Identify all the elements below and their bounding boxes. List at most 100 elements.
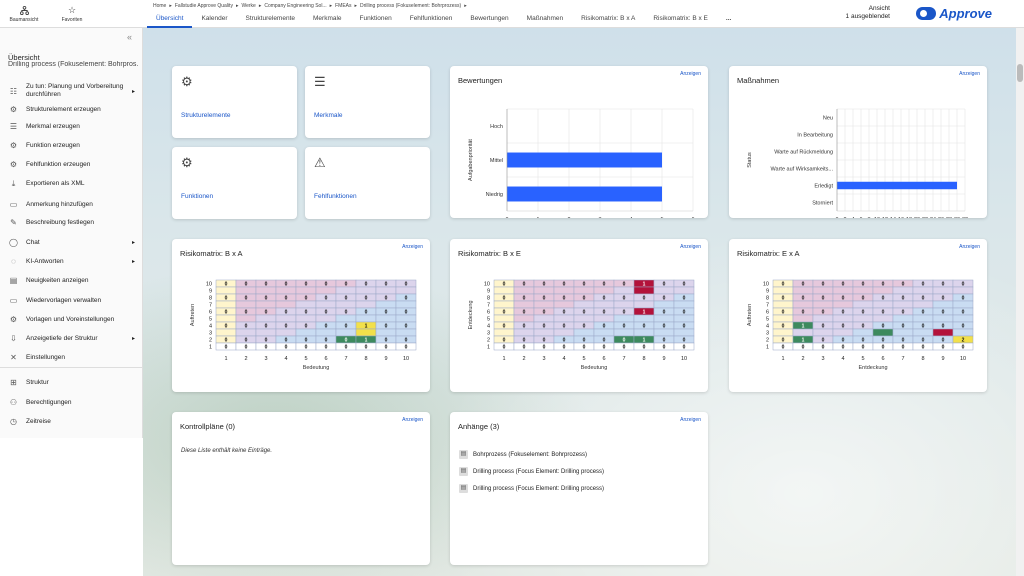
tree-view-button[interactable]: Baumansicht [0,0,48,28]
risikomatrix-show-link[interactable]: Anzeigen [680,244,701,250]
matrix-cell-value: 0 [345,337,348,343]
sidebar-item[interactable]: ⇩ Anzeigetiefe der Struktur ▸ [0,330,143,347]
matrix-cell-value: 0 [663,309,666,315]
anhaenge-show-link[interactable]: Anzeigen [680,417,701,423]
kontrollplaene-show-link[interactable]: Anzeigen [402,417,423,423]
tab-merkmale[interactable]: Merkmale [313,15,342,22]
matrix-cell-value: 0 [543,344,546,350]
sidebar-item[interactable]: ▭ Wiedervorlagen verwalten [0,292,143,309]
main-scrollbar[interactable] [1016,28,1024,576]
matrix-row-label: 3 [209,330,212,336]
breadcrumb-item[interactable]: Fallstudie Approve Quality [174,3,233,9]
matrix-cell-value: 0 [503,309,506,315]
breadcrumb-item[interactable]: Werke [241,3,256,9]
matrix-cell-value: 0 [942,323,945,329]
tile-strukturelemente[interactable]: ⚙ Strukturelemente [172,66,297,138]
sidebar-item[interactable]: ⤓ Exportieren als XML [0,175,143,192]
matrix-cell [275,314,297,323]
matrix-cell-value: 0 [922,281,925,287]
sidebar-item[interactable]: ◷ Zeitreise [0,413,143,430]
sidebar-item[interactable]: ◌ KI-Antworten ▸ [0,253,143,270]
sidebar-item[interactable]: ⚙ Funktion erzeugen [0,137,143,154]
matrix-row-label: 7 [209,302,212,308]
matrix-cell-value: 0 [643,323,646,329]
gear-icon: ⚙ [9,105,18,114]
submenu-arrow-icon: ▸ [131,336,135,342]
massnahmen-show-link[interactable]: Anzeigen [959,71,980,77]
tile-label: Fehlfunktionen [314,193,357,200]
breadcrumb-item[interactable]: FMEAs [335,3,352,9]
tab-risikomatrix-bxa[interactable]: Risikomatrix: B x A [581,15,636,22]
attachment-item[interactable]: ▤ Drilling process (Focus Element: Drilli… [459,484,604,493]
risikomatrix-show-link[interactable]: Anzeigen [959,244,980,250]
matrix-cell-value: 0 [345,295,348,301]
sidebar-item[interactable]: ✎ Beschreibung festlegen [0,214,143,231]
matrix-col-label: 8 [642,356,645,362]
matrix-cell-value: 0 [862,295,865,301]
risikomatrix-show-link[interactable]: Anzeigen [402,244,423,250]
matrix-row-label: 9 [209,288,212,294]
sidebar-item[interactable]: ⚙ Strukturelement erzeugen [0,101,143,118]
submenu-arrow-icon: ▸ [131,88,135,95]
sidebar-item[interactable]: ☰ Merkmal erzeugen [0,118,143,135]
breadcrumb-item[interactable]: Drilling process (Fokuselement: Bohrproz… [360,3,462,9]
matrix-cell-value: 0 [365,295,368,301]
matrix-cell-value: 0 [683,309,686,315]
bewertungen-show-link[interactable]: Anzeigen [680,71,701,77]
tab-risikomatrix-bxe[interactable]: Risikomatrix: B x E [653,15,708,22]
matrix-col-label: 3 [821,356,824,362]
sidebar-item[interactable]: ⚙ Vorlagen und Voreinstellungen [0,311,143,328]
matrix-cell-value: 0 [862,337,865,343]
sidebar-item[interactable]: ▤ Neuigkeiten anzeigen [0,272,143,289]
attachment-item[interactable]: ▤ Drilling process (Focus Element: Drilli… [459,467,604,476]
tab-more[interactable]: ... [725,15,732,22]
tile-fehlfunktionen[interactable]: ⚠ Fehlfunktionen [305,147,430,219]
sidebar-item[interactable]: ✕ Einstellungen [0,349,143,366]
matrix-row-label: 8 [766,295,769,301]
sidebar-item[interactable]: ☷ Zu tun: Planung und Vorbereitung durchfü… [0,80,143,102]
malfunction-icon: ⚙ [9,160,18,169]
matrix-cell-value: 0 [523,344,526,350]
matrix-row-label: 6 [209,309,212,315]
favorites-button[interactable]: ☆ Favoriten [48,0,96,28]
view-info[interactable]: Ansicht 1 ausgeblendet [846,5,890,21]
matrix-cell [335,300,357,309]
matrix-cell-value: 0 [265,281,268,287]
collapse-sidebar-icon[interactable]: « [126,32,132,42]
matrix-cell [613,286,635,295]
tab-funktionen[interactable]: Funktionen [359,15,392,22]
tab-kalender[interactable]: Kalender [201,15,228,22]
matrix-col-label: 9 [662,356,665,362]
matrix-row-label: 10 [484,281,490,287]
tab-massnahmen[interactable]: Maßnahmen [526,15,564,22]
breadcrumb-item[interactable]: Home [153,3,167,9]
matrix-cell [673,286,695,295]
matrix-cell-value: 0 [305,295,308,301]
attachment-item[interactable]: ▤ Bohrprozess (Fokuselement: Bohrprozess) [459,450,587,459]
matrix-cell [673,328,695,337]
tile-merkmale[interactable]: ☰ Merkmale [305,66,430,138]
y-tick-label: Hoch [490,124,503,130]
x-tick-label: 6 [859,217,862,218]
tab-fehlfunktionen[interactable]: Fehlfunktionen [409,15,453,22]
tile-funktionen[interactable]: ⚙ Funktionen [172,147,297,219]
sidebar-item[interactable]: ⚇ Berechtigungen [0,394,143,411]
matrix-cell-value: 0 [245,337,248,343]
matrix-cell-value: 0 [265,344,268,350]
matrix-cell-value: 0 [623,337,626,343]
scrollbar-thumb[interactable] [1017,64,1023,82]
sidebar-item[interactable]: ⊞ Struktur [0,374,143,391]
tab-strukturelemente[interactable]: Strukturelemente [245,15,296,22]
sidebar-item[interactable]: ◯ Chat ▸ [0,234,143,251]
matrix-row-label: 2 [766,337,769,343]
tab-uebersicht[interactable]: Übersicht [147,12,193,28]
matrix-cell [772,314,794,323]
matrix-cell [513,328,535,337]
sidebar-item[interactable]: ⚙ Fehlfunktion erzeugen [0,156,143,173]
tab-bewertungen[interactable]: Bewertungen [470,15,509,22]
matrix-y-label: Auftreten [190,304,196,326]
matrix-cell-value: 0 [842,309,845,315]
matrix-cell [315,286,337,295]
breadcrumb-item[interactable]: Company Engineering Sol... [264,3,327,9]
sidebar-item[interactable]: ▭ Anmerkung hinzufügen [0,196,143,213]
